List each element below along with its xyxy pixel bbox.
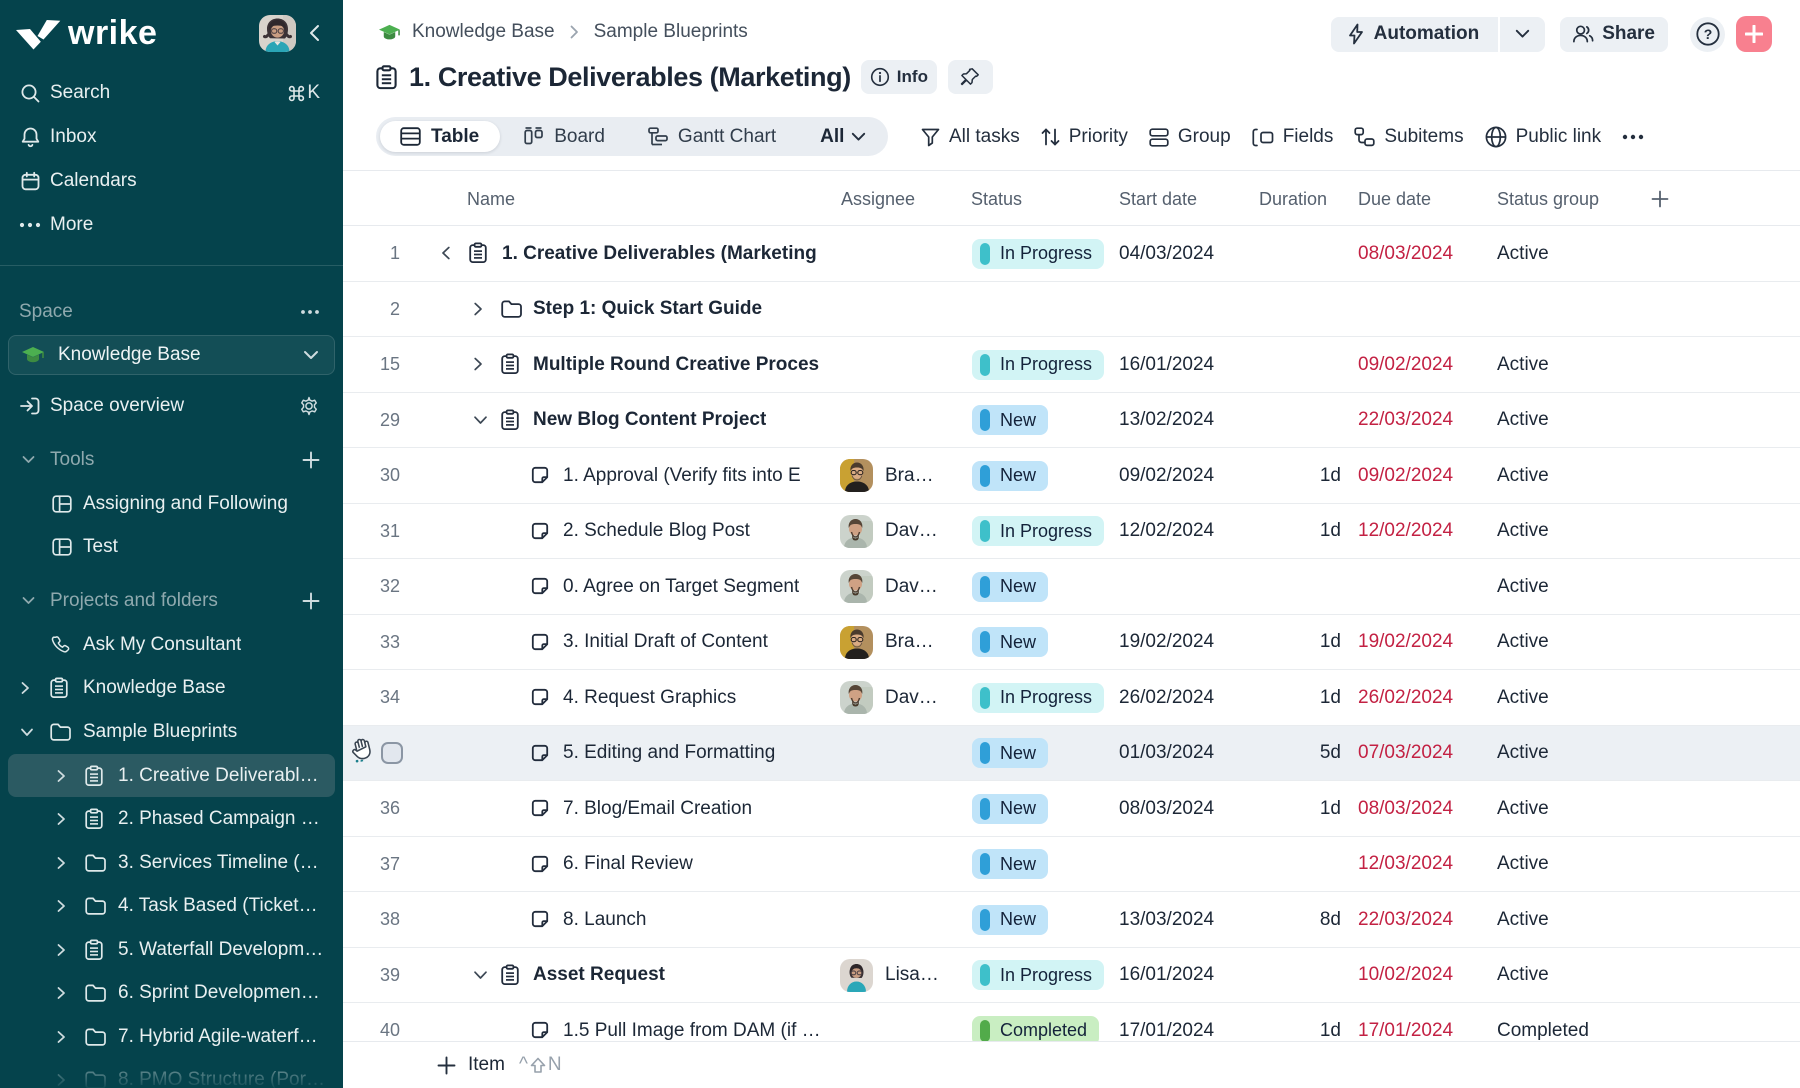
svg-text:?: ? <box>1703 26 1712 42</box>
